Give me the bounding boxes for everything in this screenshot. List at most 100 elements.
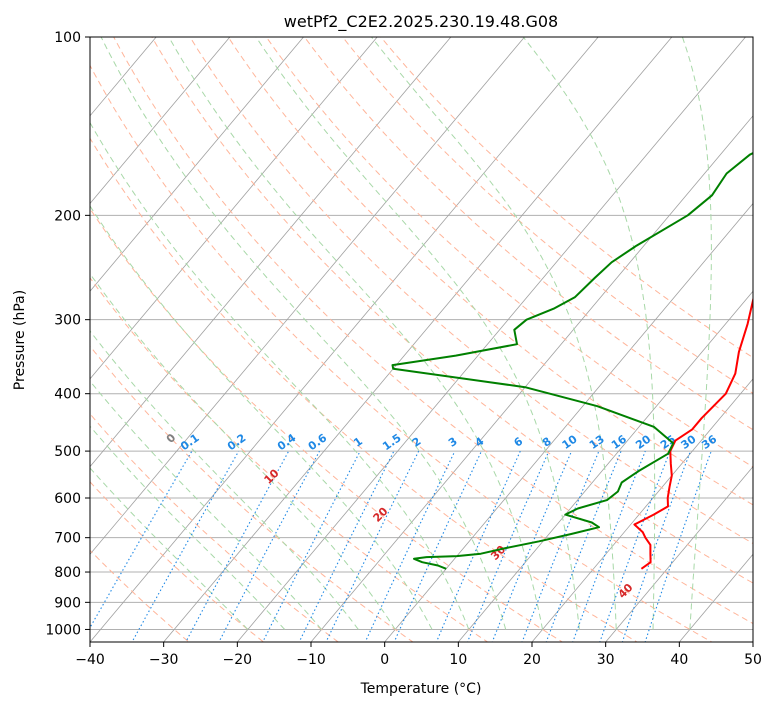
mixing-ratio-label: 0.2 — [225, 431, 248, 453]
moist-adiabat-line — [90, 205, 433, 630]
x-tick-label: −10 — [296, 652, 326, 668]
mixing-ratio-line — [435, 450, 521, 642]
y-tick-label: 300 — [54, 313, 81, 329]
moist-adiabat-line — [371, 37, 617, 630]
dry-adiabat-line — [380, 37, 753, 359]
mixing-ratio-line — [218, 450, 320, 642]
dry-adiabat-line — [113, 37, 753, 625]
moist-adiabat-line — [522, 37, 656, 630]
dry-adiabat-line — [90, 277, 489, 642]
y-tick-label: 200 — [54, 208, 81, 224]
mixing-ratio-line — [298, 450, 395, 642]
y-tick-label: 900 — [54, 595, 81, 611]
dry-adiabat-line — [90, 413, 340, 642]
mixing-ratio-label: 20 — [633, 432, 653, 452]
y-tick-label: 700 — [54, 531, 81, 547]
x-tick-label: −20 — [223, 652, 253, 668]
dewpoint-trace — [391, 152, 753, 570]
isotherm-line — [236, 37, 747, 642]
y-tick-label: 400 — [54, 387, 81, 403]
mixing-ratio-label: 3 — [446, 435, 460, 450]
mixing-ratio-label: 6 — [511, 435, 525, 450]
moist-adiabat-line — [90, 425, 286, 630]
moist-adiabat-line — [90, 330, 359, 630]
mixing-ratio-label: 1.5 — [380, 431, 403, 453]
mixing-ratio-label: 0.4 — [275, 431, 299, 453]
x-tick-label: 50 — [744, 652, 762, 668]
y-tick-label: 600 — [54, 491, 81, 507]
mixing-ratio-label: 10 — [560, 432, 580, 452]
mixing-ratio-line — [466, 450, 550, 642]
mixing-ratio-line — [364, 450, 456, 642]
isotherm-line — [90, 37, 452, 468]
isotherm-line — [457, 290, 753, 642]
x-tick-label: 0 — [380, 652, 389, 668]
dry-adiabat-line — [341, 37, 753, 394]
dry-adiabat-line — [90, 137, 639, 642]
dry-adiabat-line — [90, 481, 265, 642]
isotherm-line — [163, 37, 673, 642]
moist-adiabat-line — [255, 37, 580, 630]
moist-adiabat-line — [90, 467, 249, 630]
isotherm-line — [90, 37, 599, 642]
dry-adiabat-line — [90, 549, 190, 642]
x-axis-label: Temperature (°C) — [360, 681, 482, 697]
dry-adiabat-label: -20 — [0, 350, 6, 373]
x-tick-label: −30 — [149, 652, 179, 668]
mixing-ratio-line — [644, 450, 712, 642]
dry-adiabat-label: 30 — [488, 543, 508, 563]
moist-adiabat-line — [168, 37, 543, 630]
x-axis: −40 −30 −20 −10 0 10 20 30 40 50 — [75, 642, 762, 668]
mixing-ratio-label: 8 — [540, 435, 554, 450]
dry-adiabat-line — [303, 37, 753, 431]
mixing-ratio-label: 16 — [609, 432, 629, 452]
mixing-ratio-line — [393, 450, 482, 642]
temperature-trace — [633, 295, 753, 570]
isotherm-line — [531, 378, 753, 642]
mixing-ratio-line — [131, 450, 240, 642]
mixing-ratio-line — [621, 450, 692, 642]
moist-adiabat-line — [90, 272, 396, 630]
dry-adiabat-line — [227, 37, 753, 506]
chart-title: wetPf2_C2E2.2025.230.19.48.G08 — [284, 12, 558, 32]
dry-adiabat-line — [90, 207, 564, 642]
plot-frame — [89, 36, 754, 643]
mixing-ratio-label: 30 — [678, 432, 698, 452]
x-tick-label: −40 — [75, 652, 105, 668]
x-tick-label: 20 — [523, 652, 541, 668]
y-tick-label: 1000 — [45, 622, 81, 638]
dry-adiabat-line — [90, 64, 713, 642]
isotherm-line — [90, 37, 378, 380]
isotherm-line — [384, 202, 753, 642]
sounding-traces — [391, 152, 753, 570]
dry-adiabat-label: 20 — [371, 504, 391, 524]
x-tick-label: 40 — [670, 652, 688, 668]
isotherm-line — [90, 37, 305, 292]
isotherm-line — [90, 37, 231, 205]
x-tick-label: 10 — [449, 652, 467, 668]
y-axis: 1000 900 800 700 600 500 400 300 200 100 — [45, 30, 90, 638]
isotherm-line — [678, 553, 753, 642]
moist-adiabat-line — [90, 380, 322, 630]
dry-adiabat-label: 40 — [616, 581, 636, 601]
y-tick-label: 800 — [54, 565, 81, 581]
dry-adiabat-line — [189, 37, 753, 545]
mixing-ratio-line — [491, 450, 573, 642]
mixing-ratio-label: 0.6 — [306, 431, 330, 453]
moist-adiabat-line — [681, 37, 712, 630]
isotherm-line — [605, 465, 753, 642]
mixing-ratio-line — [185, 450, 290, 642]
moist-adiabat-line — [100, 37, 507, 630]
y-axis-label: Pressure (hPa) — [12, 290, 28, 390]
dry-adiabat-line — [90, 345, 414, 642]
dry-adiabat-line — [151, 37, 753, 584]
moist-adiabat-line — [90, 121, 470, 630]
background-lines — [90, 37, 753, 642]
x-tick-label: 30 — [597, 652, 615, 668]
isotherm-line — [310, 115, 753, 642]
isotherm-line — [752, 641, 753, 642]
mixing-ratio-labels: 0.1 0.2 0.4 0.6 1 1.5 2 3 4 6 8 10 13 16 20 25 30 36 — [178, 431, 719, 453]
y-tick-label: 500 — [54, 444, 81, 460]
